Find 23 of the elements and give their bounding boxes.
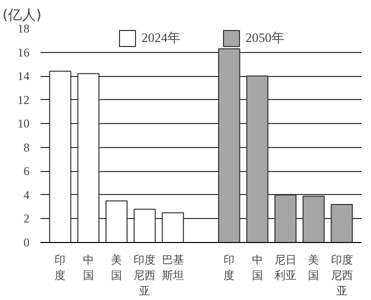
legend-label: 2024年	[142, 29, 180, 47]
legend-label: 2050年	[246, 29, 284, 47]
y-tick-label: 8	[24, 140, 30, 154]
y-tick-label: 16	[18, 45, 30, 60]
x-tick-label: 美国	[111, 254, 122, 282]
y-tick-label: 18	[18, 22, 30, 36]
x-tick-label: 印度	[54, 254, 66, 282]
y-axis-title: (亿人)	[2, 8, 42, 24]
x-tick-label: 印度尼西亚	[330, 254, 353, 298]
y-tick-label: 10	[18, 116, 30, 131]
x-tick-label: 印度	[224, 254, 235, 282]
x-tick-label: 中国	[252, 254, 263, 282]
x-tick-label: 中国	[82, 254, 94, 282]
x-tick-label: 尼日利亚	[274, 254, 296, 282]
x-tick-label: 印度尼西亚	[134, 254, 156, 298]
y-tick-label: 14	[18, 69, 30, 84]
x-tick-label: 美国	[308, 254, 320, 282]
y-tick-label: 2	[24, 212, 30, 226]
y-tick-label: 6	[24, 164, 30, 178]
y-tick-label: 0	[24, 236, 30, 250]
y-tick-label: 4	[24, 188, 30, 202]
y-tick-label: 12	[18, 92, 30, 107]
x-tick-label: 巴基斯坦	[162, 254, 184, 282]
